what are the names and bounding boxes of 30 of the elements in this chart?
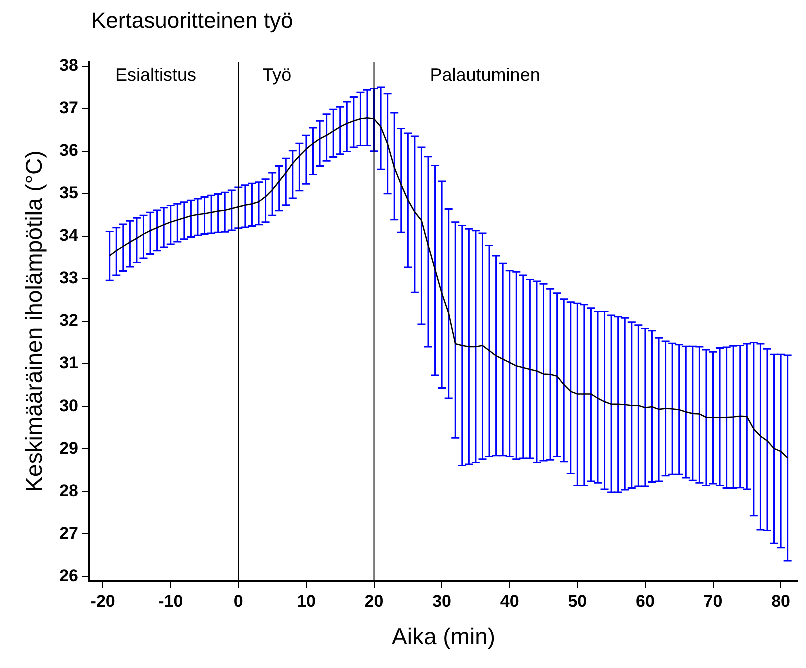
annotation: Työ [262, 64, 292, 85]
y-tick-label: 38 [60, 56, 79, 75]
y-tick-label: 37 [60, 98, 79, 118]
y-tick-label: 28 [60, 481, 79, 500]
x-tick-label: -20 [90, 592, 116, 611]
x-tick-label: 80 [772, 592, 791, 611]
annotation: Esialtistus [116, 64, 197, 85]
x-tick-label: 0 [234, 592, 244, 611]
y-axis-title: Keskimääräinen iholämpötila (°C) [21, 150, 48, 492]
x-tick-label: 70 [704, 592, 723, 611]
y-tick-label: 36 [60, 141, 79, 160]
chart-title: Kertasuoritteinen työ [92, 8, 294, 34]
y-tick-label: 34 [60, 226, 80, 246]
y-tick-label: 31 [60, 354, 79, 373]
y-tick-label: 32 [60, 311, 79, 330]
y-tick-label: 26 [60, 566, 79, 586]
x-tick-label: 50 [568, 592, 588, 611]
y-tick-label: 27 [60, 524, 79, 543]
y-tick-label: 35 [60, 184, 79, 203]
x-tick-label: 20 [364, 592, 384, 611]
x-tick-label: 30 [432, 592, 452, 611]
x-tick-label: 60 [636, 592, 655, 611]
annotation: Palautuminen [430, 64, 540, 85]
y-tick-label: 33 [60, 268, 79, 288]
x-tick-label: 10 [297, 592, 316, 611]
x-tick-label: -10 [158, 592, 184, 611]
x-tick-label: 40 [500, 592, 520, 611]
y-tick-label: 29 [60, 438, 79, 458]
x-axis-title: Aika (min) [392, 624, 496, 650]
y-tick-label: 30 [60, 396, 79, 416]
